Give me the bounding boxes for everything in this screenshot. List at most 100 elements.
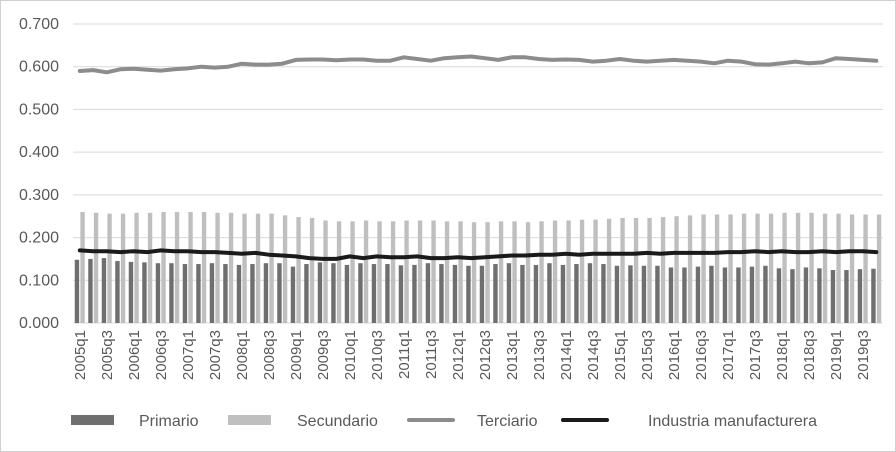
legend-label-secundario: Secundario	[297, 413, 378, 430]
x-tick-label: 2014q1	[558, 330, 575, 380]
line-industria-manufacturera	[77, 248, 879, 261]
bar-secundario	[336, 221, 342, 323]
bar-primario	[74, 259, 80, 323]
y-tick-label: 0.400	[19, 144, 59, 161]
bar-secundario	[134, 212, 139, 323]
bar-secundario	[417, 220, 423, 323]
bar-primario	[466, 265, 471, 323]
y-tick-label: 0.700	[19, 16, 59, 33]
bar-primario	[169, 263, 174, 323]
bar-primario	[385, 264, 390, 323]
bar-primario	[196, 264, 201, 323]
bar-primario	[263, 263, 269, 323]
bar-secundario	[539, 221, 544, 323]
bar-secundario	[525, 222, 531, 323]
x-tick-label: 2009q1	[288, 330, 305, 380]
bar-primario	[614, 265, 620, 323]
bar-secundario	[660, 217, 666, 323]
bar-primario	[277, 263, 282, 323]
bar-primario	[493, 264, 498, 323]
y-tick-label: 0.100	[19, 272, 59, 289]
bar-primario	[857, 269, 863, 323]
bar-secundario	[174, 211, 180, 323]
bar-primario	[344, 264, 350, 323]
bar-primario	[506, 263, 512, 323]
bar-secundario	[768, 213, 774, 323]
x-axis-tick-labels: 2005q1 2005q3 2006q1 2006q3 2007q1 2007q3 2008…	[72, 330, 872, 380]
bar-primario	[371, 264, 377, 323]
bar-secundario	[228, 212, 234, 323]
bar-secundario	[863, 214, 868, 323]
x-tick-label: 2011q1	[396, 330, 413, 379]
bar-secundario	[161, 211, 166, 323]
x-tick-label: 2013q1	[504, 330, 521, 380]
bar-secundario	[242, 213, 247, 323]
x-tick-label: 2009q3	[315, 330, 332, 380]
bar-secundario	[647, 217, 652, 323]
bar-secundario	[579, 219, 585, 323]
bar-primario	[817, 268, 822, 323]
bar-secundario	[606, 218, 612, 323]
bar-secundario	[377, 221, 382, 323]
x-tick-label: 2007q3	[207, 330, 224, 380]
x-tick-label: 2017q1	[720, 330, 737, 380]
x-tick-label: 2008q1	[234, 330, 251, 380]
bar-primario	[803, 267, 809, 323]
bar-secundario	[404, 220, 409, 323]
bar-secundario	[687, 215, 693, 323]
x-tick-label: 2011q3	[423, 330, 440, 379]
bar-primario	[695, 266, 701, 323]
bar-primario	[763, 265, 768, 323]
bar-primario	[547, 263, 552, 323]
x-tick-label: 2016q3	[693, 330, 710, 380]
bar-primario	[223, 264, 228, 323]
bar-secundario	[120, 213, 126, 323]
x-tick-label: 2014q3	[585, 330, 602, 380]
y-tick-label: 0.300	[19, 187, 59, 204]
x-tick-label: 2019q3	[855, 330, 872, 380]
bar-primario	[601, 264, 606, 323]
bar-secundario	[471, 222, 477, 323]
bar-primario	[290, 266, 296, 323]
bar-secundario	[107, 213, 112, 323]
bar-secundario	[188, 211, 193, 323]
bar-primario	[142, 262, 147, 323]
x-tick-label: 2015q1	[612, 330, 629, 380]
bar-secundario	[822, 213, 828, 323]
bar-secundario	[809, 212, 814, 323]
x-tick-label: 2007q1	[180, 330, 197, 380]
bar-primario	[790, 269, 795, 323]
x-tick-label: 2006q3	[153, 330, 170, 380]
legend-label-primario: Primario	[139, 413, 199, 430]
x-tick-label: 2015q3	[639, 330, 656, 380]
bar-primario	[128, 261, 134, 323]
bar-secundario	[836, 213, 841, 323]
x-tick-label: 2018q1	[774, 330, 791, 380]
bar-primario	[574, 264, 579, 323]
bar-primario	[736, 267, 741, 323]
x-tick-label: 2008q3	[261, 330, 278, 380]
bar-primario	[668, 267, 674, 323]
bar-secundario	[431, 220, 436, 323]
bar-secundario	[620, 217, 625, 323]
bar-secundario	[876, 214, 882, 323]
bar-secundario	[444, 221, 450, 323]
bar-primario	[830, 270, 836, 323]
bar-secundario	[741, 213, 747, 323]
bar-primario	[439, 264, 444, 323]
bar-primario	[88, 258, 93, 323]
bar-primario	[560, 264, 566, 323]
bar-secundario	[93, 212, 99, 323]
legend-label-industria-manufacturera: Industria manufacturera	[648, 413, 817, 430]
bar-secundario	[255, 213, 261, 323]
bar-primario	[749, 266, 755, 323]
bar-secundario	[552, 220, 558, 323]
bar-primario	[425, 263, 431, 323]
legend: Primario Secundario Terciario Industria man…	[71, 413, 817, 430]
bar-primario	[331, 263, 336, 323]
bar-primario	[709, 265, 714, 323]
bar-primario	[115, 261, 120, 323]
bar-secundario	[215, 212, 220, 323]
